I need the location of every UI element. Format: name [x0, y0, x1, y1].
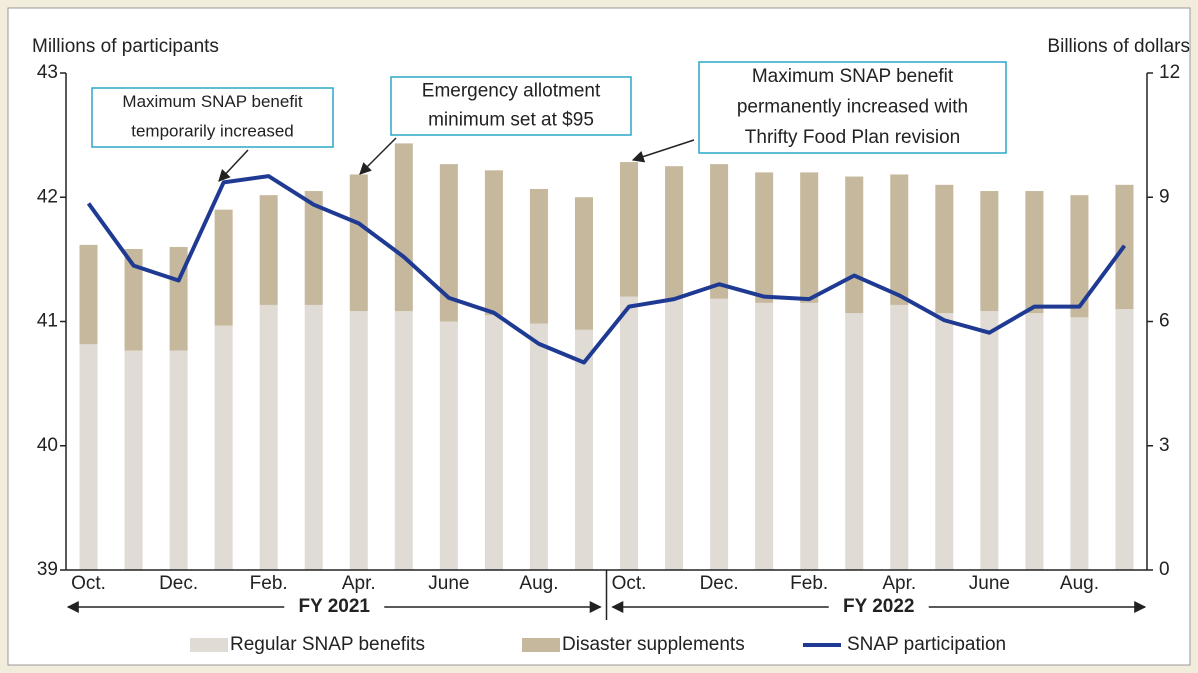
- bar: [79, 244, 98, 345]
- group-label: FY 2022: [843, 596, 914, 617]
- annotation-text: minimum set at $95: [428, 110, 594, 131]
- bar: [1025, 313, 1044, 570]
- bar: [1115, 309, 1134, 570]
- y2-tick-label: 3: [1159, 435, 1170, 456]
- bar: [574, 329, 593, 570]
- bar: [394, 143, 413, 312]
- bar: [1025, 191, 1044, 314]
- bar: [755, 302, 774, 570]
- bar: [755, 172, 774, 303]
- x-tick-label: Feb.: [250, 573, 288, 594]
- x-tick-label: June: [969, 573, 1010, 594]
- annotation-box: [390, 76, 632, 136]
- bar: [845, 176, 864, 314]
- y-tick-label: 40: [37, 435, 58, 456]
- x-tick-label: Aug.: [1060, 573, 1099, 594]
- annotation-text: permanently increased with: [737, 97, 968, 118]
- annotation-text: Emergency allotment: [422, 81, 601, 102]
- bar: [980, 311, 999, 570]
- y2-tick-label: 6: [1159, 311, 1170, 332]
- annotation-text: Maximum SNAP benefit: [122, 92, 302, 111]
- x-tick-label: Apr.: [882, 573, 916, 594]
- x-tick-label: Oct.: [71, 573, 106, 594]
- bar: [79, 344, 98, 570]
- bar: [620, 162, 639, 297]
- bar: [124, 249, 143, 351]
- annotation-arrow: [218, 149, 249, 182]
- bar: [710, 298, 729, 570]
- y-tick-label: 41: [37, 311, 58, 332]
- legend-label: SNAP participation: [847, 634, 1006, 655]
- bar: [214, 325, 233, 570]
- bar: [710, 164, 729, 299]
- y-axis-label: Millions of participants: [32, 36, 219, 57]
- bar: [169, 350, 188, 570]
- bar: [439, 321, 458, 570]
- bar: [214, 209, 233, 326]
- bar: [529, 188, 548, 324]
- bar: [1070, 195, 1089, 318]
- annotation-arrow: [359, 137, 397, 175]
- y2-axis-label: Billions of dollars: [1047, 36, 1190, 57]
- y2-tick-label: 12: [1159, 62, 1180, 83]
- bar: [890, 174, 909, 305]
- x-tick-label: Oct.: [612, 573, 647, 594]
- bar: [439, 164, 458, 322]
- bar: [124, 350, 143, 570]
- x-tick-label: June: [428, 573, 469, 594]
- annotation-text: temporarily increased: [131, 122, 294, 141]
- bar: [304, 304, 323, 570]
- bar: [484, 170, 503, 316]
- x-tick-label: Dec.: [700, 573, 739, 594]
- group-label: FY 2021: [299, 596, 371, 617]
- bar: [935, 313, 954, 570]
- legend-swatch: [190, 638, 228, 652]
- legend-label: Regular SNAP benefits: [230, 634, 425, 655]
- bar: [1070, 317, 1089, 570]
- bar: [304, 191, 323, 305]
- y2-tick-label: 0: [1159, 559, 1170, 580]
- bar: [484, 315, 503, 570]
- line: [86, 174, 1127, 365]
- bar: [800, 172, 819, 303]
- y2-tick-label: 9: [1159, 186, 1170, 207]
- bar: [800, 302, 819, 570]
- bar: [349, 174, 368, 312]
- x-tick-label: Dec.: [159, 573, 198, 594]
- y-tick-label: 43: [37, 62, 58, 83]
- x-tick-label: Apr.: [342, 573, 376, 594]
- bar: [980, 191, 999, 312]
- bar: [665, 298, 684, 570]
- x-tick-label: Aug.: [519, 573, 558, 594]
- bar: [620, 296, 639, 570]
- bar: [574, 197, 593, 330]
- bar: [259, 195, 278, 305]
- annotation-box: [698, 61, 1007, 154]
- bar: [665, 166, 684, 299]
- bar: [349, 311, 368, 570]
- bar: [394, 311, 413, 570]
- bar: [890, 304, 909, 570]
- annotation-box: [91, 87, 334, 148]
- legend-label: Disaster supplements: [562, 634, 745, 655]
- legend-swatch: [522, 638, 560, 652]
- y-tick-label: 39: [37, 559, 58, 580]
- y-tick-label: 42: [37, 186, 58, 207]
- bar: [845, 313, 864, 570]
- annotation-arrow: [631, 139, 695, 163]
- x-tick-label: Feb.: [790, 573, 828, 594]
- annotation-text: Thrifty Food Plan revision: [745, 127, 960, 148]
- bar: [259, 304, 278, 570]
- bar: [529, 323, 548, 570]
- bar: [935, 184, 954, 314]
- annotation-text: Maximum SNAP benefit: [752, 66, 954, 87]
